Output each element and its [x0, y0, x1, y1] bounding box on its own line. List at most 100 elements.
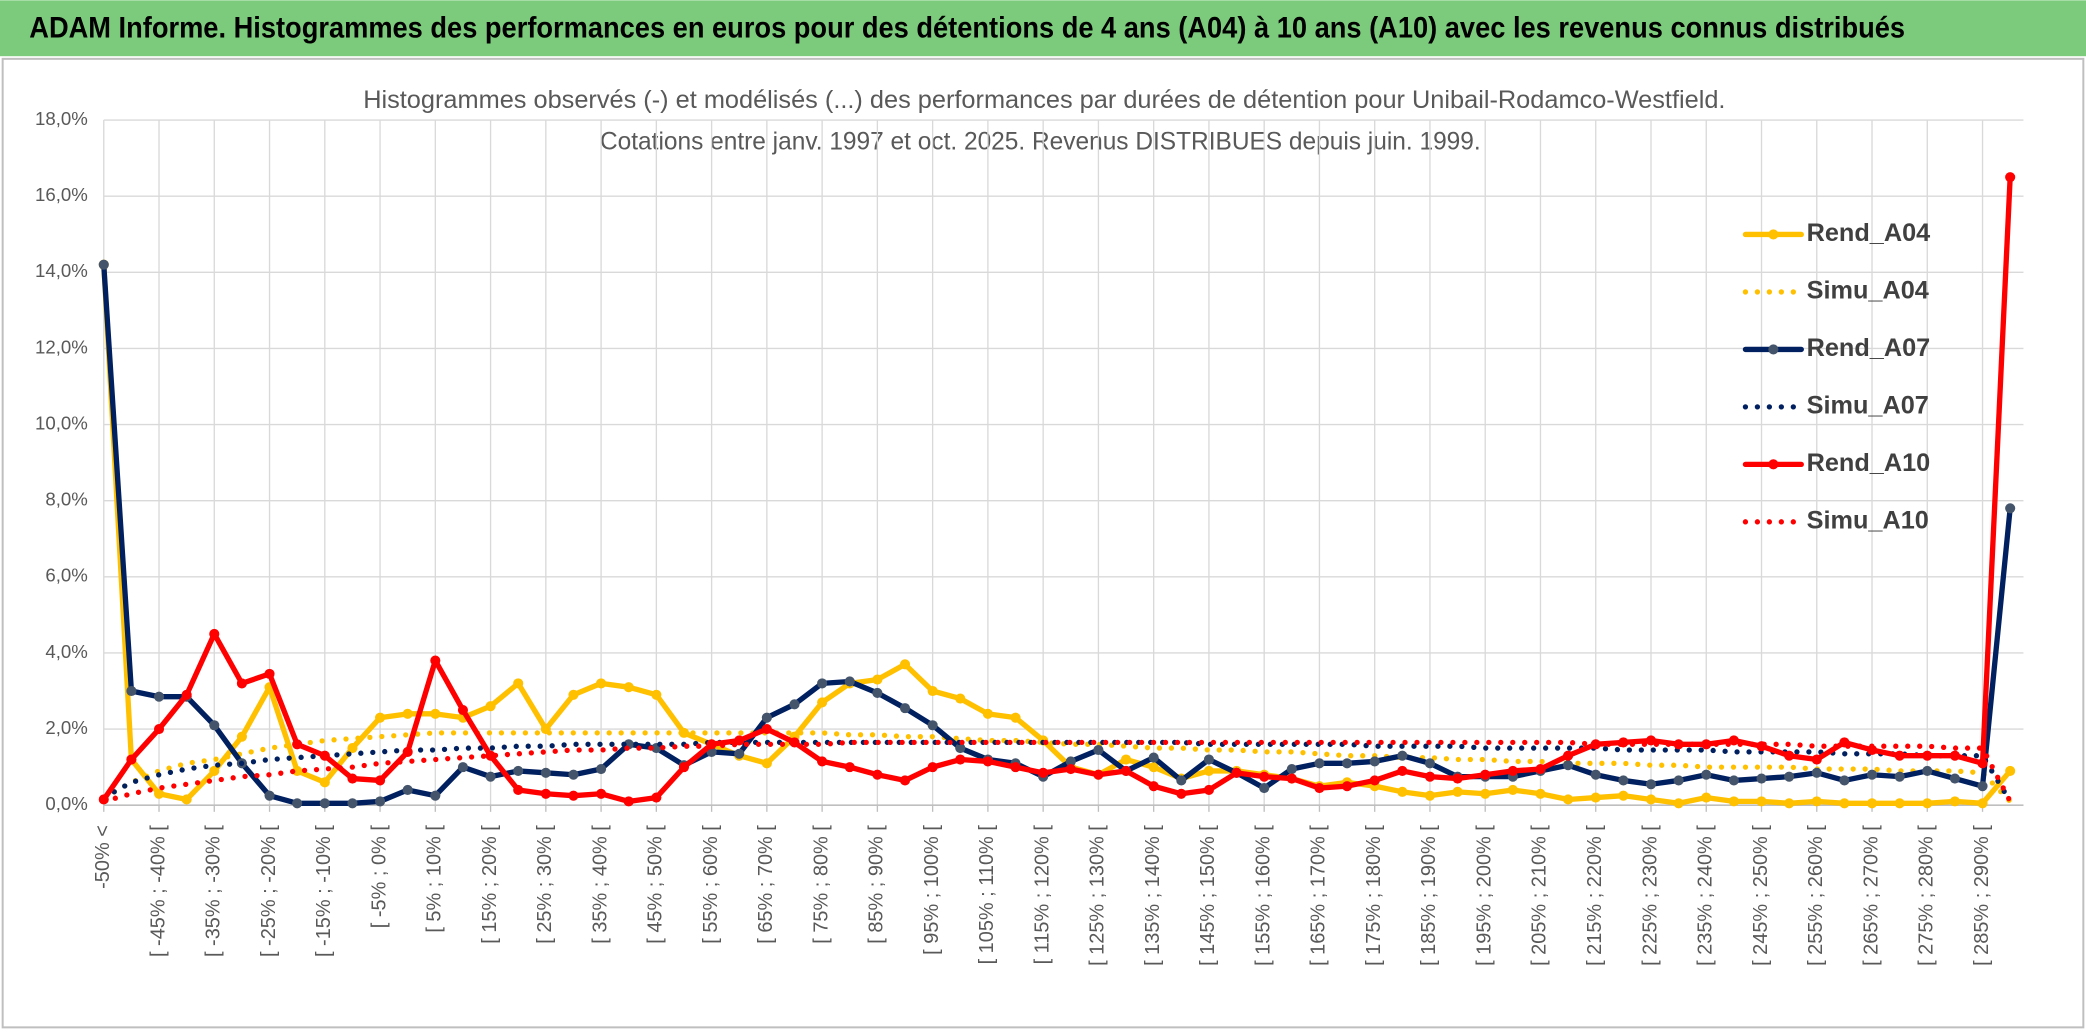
marker	[540, 788, 551, 799]
x-tick-label: [ 55% ; 60% [	[700, 825, 722, 944]
marker	[1093, 744, 1104, 756]
marker	[292, 739, 303, 750]
marker	[568, 790, 579, 801]
x-tick-label: [ -35% ; -30% [	[203, 825, 225, 957]
marker	[1701, 769, 1712, 780]
marker	[236, 678, 247, 689]
marker	[596, 788, 607, 799]
marker	[1369, 756, 1380, 767]
marker	[513, 678, 524, 689]
marker	[1949, 796, 1960, 807]
marker	[1701, 792, 1712, 803]
marker	[181, 794, 192, 805]
legend-label: Simu_A04	[1807, 277, 1929, 305]
marker	[292, 765, 303, 776]
x-tick-label: [ 175% ; 180% [	[1363, 825, 1385, 966]
marker	[1728, 735, 1739, 746]
marker	[1397, 786, 1408, 797]
chart-title: Histogrammes observés (-) et modélisés (…	[363, 86, 1725, 114]
marker	[1922, 765, 1933, 776]
marker	[1811, 767, 1822, 778]
x-tick-label: [ 205% ; 210% [	[1529, 825, 1551, 966]
marker	[1093, 769, 1104, 780]
marker	[844, 762, 855, 773]
marker	[1590, 792, 1601, 803]
marker	[1563, 760, 1574, 771]
marker	[1645, 779, 1657, 790]
marker	[1977, 758, 1988, 769]
marker	[872, 687, 883, 698]
marker	[1866, 769, 1878, 780]
legend-label: Rend_A04	[1807, 219, 1931, 247]
marker	[1756, 796, 1767, 807]
marker	[1148, 752, 1159, 763]
x-tick-label: [ 75% ; 80% [	[810, 825, 832, 944]
marker	[872, 674, 883, 685]
marker	[485, 750, 496, 761]
marker	[1314, 783, 1325, 794]
marker	[1120, 754, 1132, 765]
marker	[1535, 763, 1546, 775]
legend-label: Rend_A10	[1807, 449, 1931, 477]
marker	[1231, 767, 1242, 778]
marker	[1645, 735, 1657, 746]
marker	[319, 798, 330, 809]
marker	[678, 762, 690, 773]
marker	[513, 784, 524, 796]
marker	[126, 685, 137, 697]
legend-marker	[1768, 344, 1779, 355]
header-title: ADAM Informe. Histogrammes des performan…	[29, 12, 1905, 44]
marker	[1176, 788, 1187, 799]
y-tick-label: 14,0%	[35, 260, 88, 281]
marker	[1507, 765, 1518, 776]
marker	[844, 676, 855, 687]
marker	[1203, 784, 1214, 796]
x-tick-label: [ 155% ; 160% [	[1252, 825, 1274, 966]
marker	[1977, 781, 1988, 792]
marker	[1259, 771, 1270, 782]
marker	[402, 708, 413, 719]
marker	[1673, 775, 1684, 786]
x-tick-label: [ 45% ; 50% [	[645, 825, 667, 944]
marker	[651, 689, 662, 700]
marker	[1894, 798, 1905, 809]
marker	[1949, 750, 1960, 761]
y-tick-label: 0,0%	[45, 793, 87, 814]
marker	[1977, 798, 1988, 809]
y-tick-label: 16,0%	[35, 184, 88, 205]
marker	[1010, 712, 1021, 723]
marker	[1728, 775, 1739, 786]
marker	[623, 682, 634, 693]
y-tick-label: 4,0%	[45, 641, 87, 662]
x-tick-label: [ 85% ; 90% [	[866, 825, 888, 944]
marker	[1784, 798, 1795, 809]
marker	[1424, 771, 1436, 782]
marker	[761, 712, 772, 723]
marker	[1535, 788, 1546, 799]
marker	[1839, 798, 1850, 809]
marker	[1424, 790, 1436, 801]
marker	[596, 678, 607, 689]
x-tick-label: [ 185% ; 190% [	[1418, 825, 1440, 966]
x-tick-label: [ 25% ; 30% [	[534, 825, 556, 944]
marker	[789, 699, 800, 710]
x-tick-label: [ 285% ; 290% [	[1971, 825, 1993, 966]
marker	[209, 628, 220, 639]
marker	[872, 769, 883, 780]
y-tick-label: 10,0%	[35, 412, 88, 433]
marker	[1148, 762, 1159, 773]
marker	[319, 777, 330, 788]
marker	[485, 771, 496, 782]
marker	[264, 790, 275, 801]
x-tick-label: [ 35% ; 40% [	[589, 825, 611, 944]
x-tick-label: [ 275% ; 280% [	[1916, 825, 1938, 966]
marker	[596, 763, 607, 775]
x-tick-label: [ -45% ; -40% [	[147, 825, 169, 957]
marker	[982, 756, 993, 767]
marker	[817, 678, 828, 689]
y-tick-label: 18,0%	[35, 108, 88, 129]
marker	[430, 655, 441, 666]
x-tick-label: -50% <	[92, 825, 114, 889]
